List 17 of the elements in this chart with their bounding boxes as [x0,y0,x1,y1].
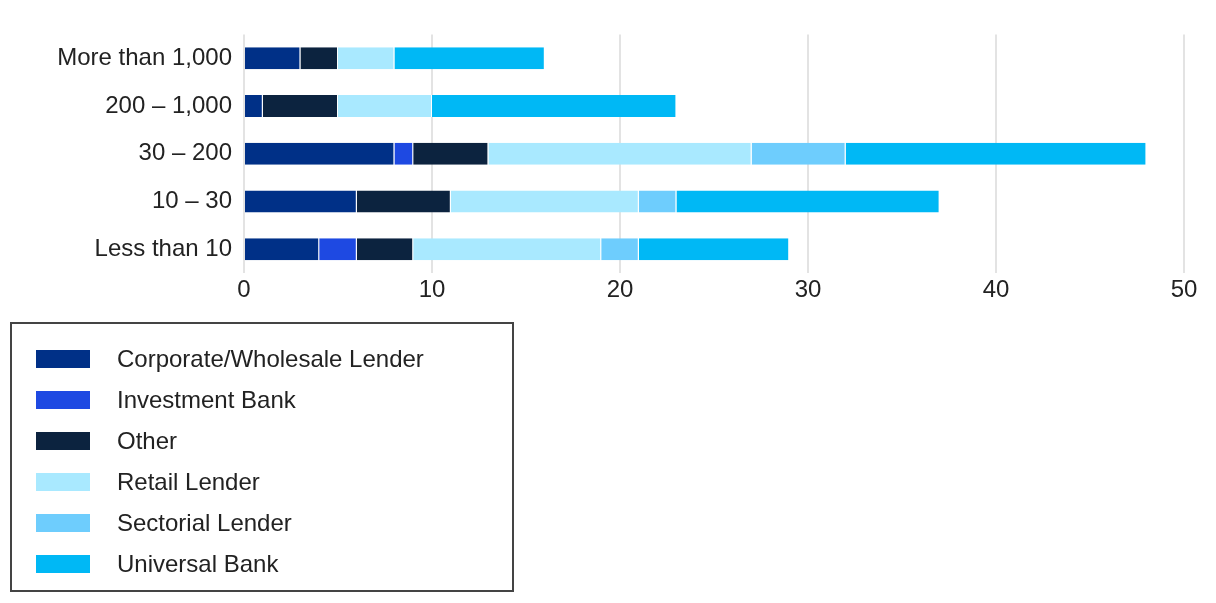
x-tick-label: 0 [237,275,251,303]
x-tick-label: 20 [606,275,634,303]
y-tick-label: More than 1,000 [57,42,232,70]
y-tick-label: 10 – 30 [151,186,232,214]
x-tick-label: 50 [1170,275,1198,303]
y-tick-label: Less than 10 [94,233,232,261]
legend-label: Investment Bank [117,385,296,414]
legend-label: Other [117,426,178,455]
legend-label: Sectorial Lender [117,508,292,537]
x-tick-label: 30 [794,275,822,303]
legend-label: Universal Bank [117,549,279,578]
y-tick-label: 200 – 1,000 [105,90,232,118]
legend-label: Retail Lender [117,467,260,496]
y-tick-label: 30 – 200 [138,138,232,166]
legend-label: Corporate/Wholesale Lender [117,344,424,373]
x-tick-label: 40 [982,275,1010,303]
x-tick-label: 10 [418,275,446,303]
